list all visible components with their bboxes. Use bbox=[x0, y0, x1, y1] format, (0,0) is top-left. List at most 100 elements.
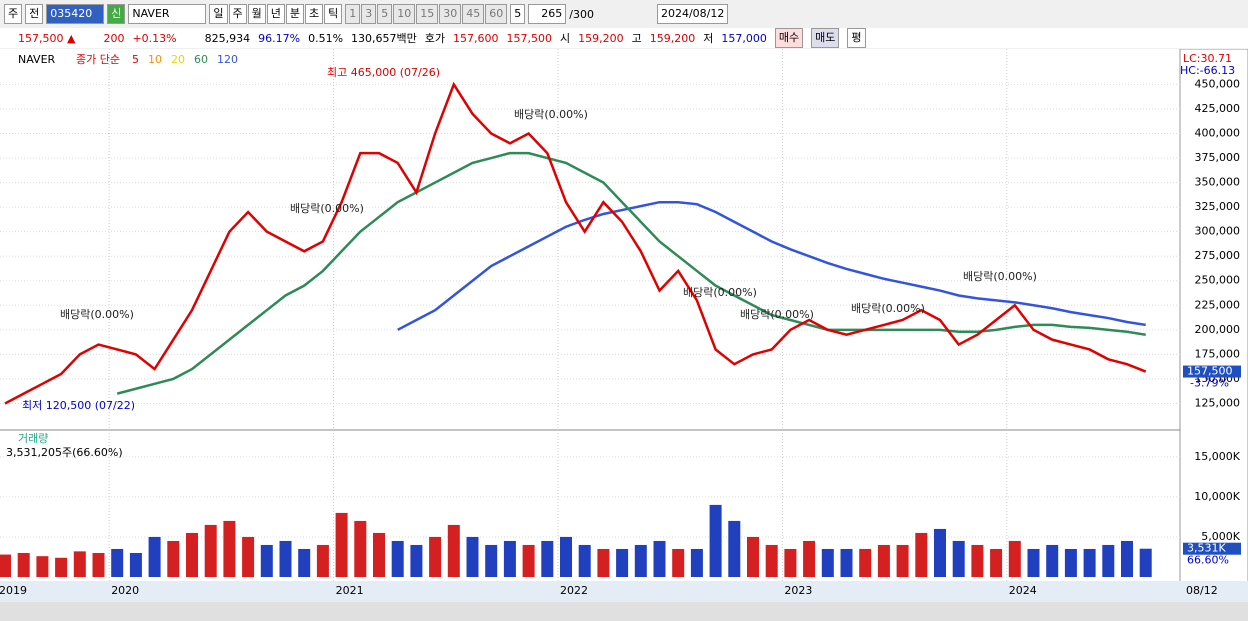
interval-button[interactable]: 1 bbox=[345, 4, 361, 24]
volume-ratio-label: 66.60% bbox=[1187, 554, 1229, 567]
buy-button[interactable]: 매수 bbox=[774, 28, 804, 48]
volume-bar bbox=[541, 540, 554, 577]
volume-bar bbox=[316, 544, 329, 577]
volume-bar bbox=[690, 548, 703, 577]
y-tick-label: 375,000 bbox=[1195, 151, 1241, 164]
unit-button[interactable]: 일 bbox=[209, 4, 228, 24]
volume-bar bbox=[55, 557, 68, 577]
annotation: 배당락(0.00%) bbox=[514, 108, 588, 121]
unit-button[interactable]: 년 bbox=[266, 4, 285, 24]
volume-bar bbox=[859, 548, 872, 577]
volume-bar bbox=[485, 544, 498, 577]
avg-button[interactable]: 평 bbox=[847, 28, 866, 48]
interval-group: 1 3 5 10 15 30 45 60 bbox=[345, 4, 508, 24]
interval-button[interactable]: 45 bbox=[462, 4, 485, 24]
y-tick-label: 175,000 bbox=[1195, 347, 1241, 360]
unit-button[interactable]: 초 bbox=[305, 4, 324, 24]
volume-subtitle: 3,531,205주(66.60%) bbox=[6, 446, 123, 459]
volume-bar bbox=[971, 544, 984, 577]
interval-button[interactable]: 10 bbox=[393, 4, 416, 24]
annotation: 배당락(0.00%) bbox=[963, 270, 1037, 283]
volume-bar bbox=[73, 551, 86, 577]
unit-button[interactable]: 월 bbox=[247, 4, 266, 24]
volume-bar bbox=[1139, 548, 1152, 577]
sell-button[interactable]: 매도 bbox=[811, 28, 840, 48]
interval-select[interactable]: 5 bbox=[510, 4, 526, 24]
low-label: 저 bbox=[703, 32, 714, 45]
ask: 157,600 bbox=[453, 31, 499, 45]
volume-bar bbox=[840, 548, 853, 577]
y-tick-label: 450,000 bbox=[1195, 77, 1241, 90]
y-tick-label: 425,000 bbox=[1195, 102, 1241, 115]
volume-bar bbox=[373, 532, 385, 577]
volume-bar bbox=[391, 540, 404, 577]
bid: 157,500 bbox=[506, 31, 553, 45]
chart: 125,000150,000175,000200,000225,000250,0… bbox=[0, 49, 1248, 602]
volume: 825,934 bbox=[204, 31, 251, 45]
volume-bar bbox=[111, 548, 124, 577]
date-input[interactable]: 2024/08/12 bbox=[656, 4, 729, 24]
prev-button[interactable]: 전 bbox=[25, 4, 44, 24]
y-tick-label: 350,000 bbox=[1195, 176, 1241, 189]
x-tick-label: 2019 bbox=[0, 584, 27, 597]
unit-button[interactable]: 틱 bbox=[324, 4, 343, 24]
unit-button[interactable]: 주 bbox=[228, 4, 247, 24]
low: 157,000 bbox=[721, 31, 767, 45]
volume-bar bbox=[709, 504, 722, 577]
y-tick-label: 250,000 bbox=[1195, 274, 1241, 287]
volume-bar bbox=[747, 536, 759, 577]
last-price-label: 157,500 bbox=[1187, 365, 1233, 378]
volume-bar bbox=[522, 544, 535, 577]
interval-button[interactable]: 30 bbox=[439, 4, 462, 24]
volume-bar bbox=[260, 544, 273, 577]
interval-button[interactable]: 60 bbox=[485, 4, 508, 24]
x-tick-label: 2021 bbox=[336, 584, 364, 597]
volume-bar bbox=[242, 536, 255, 577]
change-rate: +0.13% bbox=[132, 31, 177, 45]
end-date: 08/12 bbox=[1186, 584, 1218, 597]
code-input[interactable]: 035420 bbox=[46, 4, 105, 24]
volume-bar bbox=[167, 540, 180, 577]
annotation: 배당락(0.00%) bbox=[740, 308, 814, 321]
volume-bar bbox=[1046, 544, 1059, 577]
unit-button[interactable]: 분 bbox=[285, 4, 304, 24]
last-volume-label: 3,531K bbox=[1187, 542, 1226, 555]
volume-bar bbox=[915, 532, 928, 577]
volume-bar bbox=[990, 548, 1003, 577]
amount: 130,657백만 bbox=[351, 32, 417, 45]
hc-label: HC:-66.13 bbox=[1180, 64, 1235, 77]
volume-ratio: 96.17% bbox=[258, 31, 301, 45]
count-input[interactable]: 265 bbox=[528, 4, 567, 24]
volume-bar bbox=[17, 552, 30, 577]
scrollbar[interactable] bbox=[0, 602, 1248, 621]
annotation: 최저 120,500 (07/22) bbox=[22, 399, 135, 412]
volume-bar bbox=[148, 536, 161, 577]
volume-bar bbox=[634, 544, 647, 577]
volume-bar bbox=[765, 544, 778, 577]
y-tick-label: 225,000 bbox=[1195, 298, 1241, 311]
volume-bar bbox=[672, 548, 685, 577]
volume-bar bbox=[1102, 544, 1115, 577]
volume-bar bbox=[803, 540, 816, 577]
volume-bar bbox=[896, 544, 909, 577]
ma-line bbox=[4, 81, 1147, 405]
legend-entry: 10 bbox=[148, 53, 162, 66]
volume-bar bbox=[728, 520, 741, 577]
annotation: 배당락(0.00%) bbox=[290, 202, 364, 215]
period-select[interactable]: 주 bbox=[4, 4, 23, 24]
x-axis-band bbox=[0, 581, 1248, 602]
volume-bar bbox=[429, 536, 442, 577]
volume-bar bbox=[952, 540, 965, 577]
volume-bar bbox=[1008, 540, 1021, 577]
name-field[interactable]: NAVER bbox=[128, 4, 207, 24]
annotation: 배당락(0.00%) bbox=[683, 286, 757, 299]
volume-bar bbox=[1121, 540, 1133, 577]
ma-line bbox=[116, 151, 1146, 395]
interval-button[interactable]: 15 bbox=[416, 4, 439, 24]
y-tick-label: 200,000 bbox=[1195, 323, 1241, 336]
interval-button[interactable]: 3 bbox=[361, 4, 377, 24]
last-change-label: -3.79% bbox=[1190, 377, 1229, 390]
volume-bar bbox=[186, 532, 198, 577]
change: 200 bbox=[103, 31, 125, 45]
interval-button[interactable]: 5 bbox=[377, 4, 393, 24]
